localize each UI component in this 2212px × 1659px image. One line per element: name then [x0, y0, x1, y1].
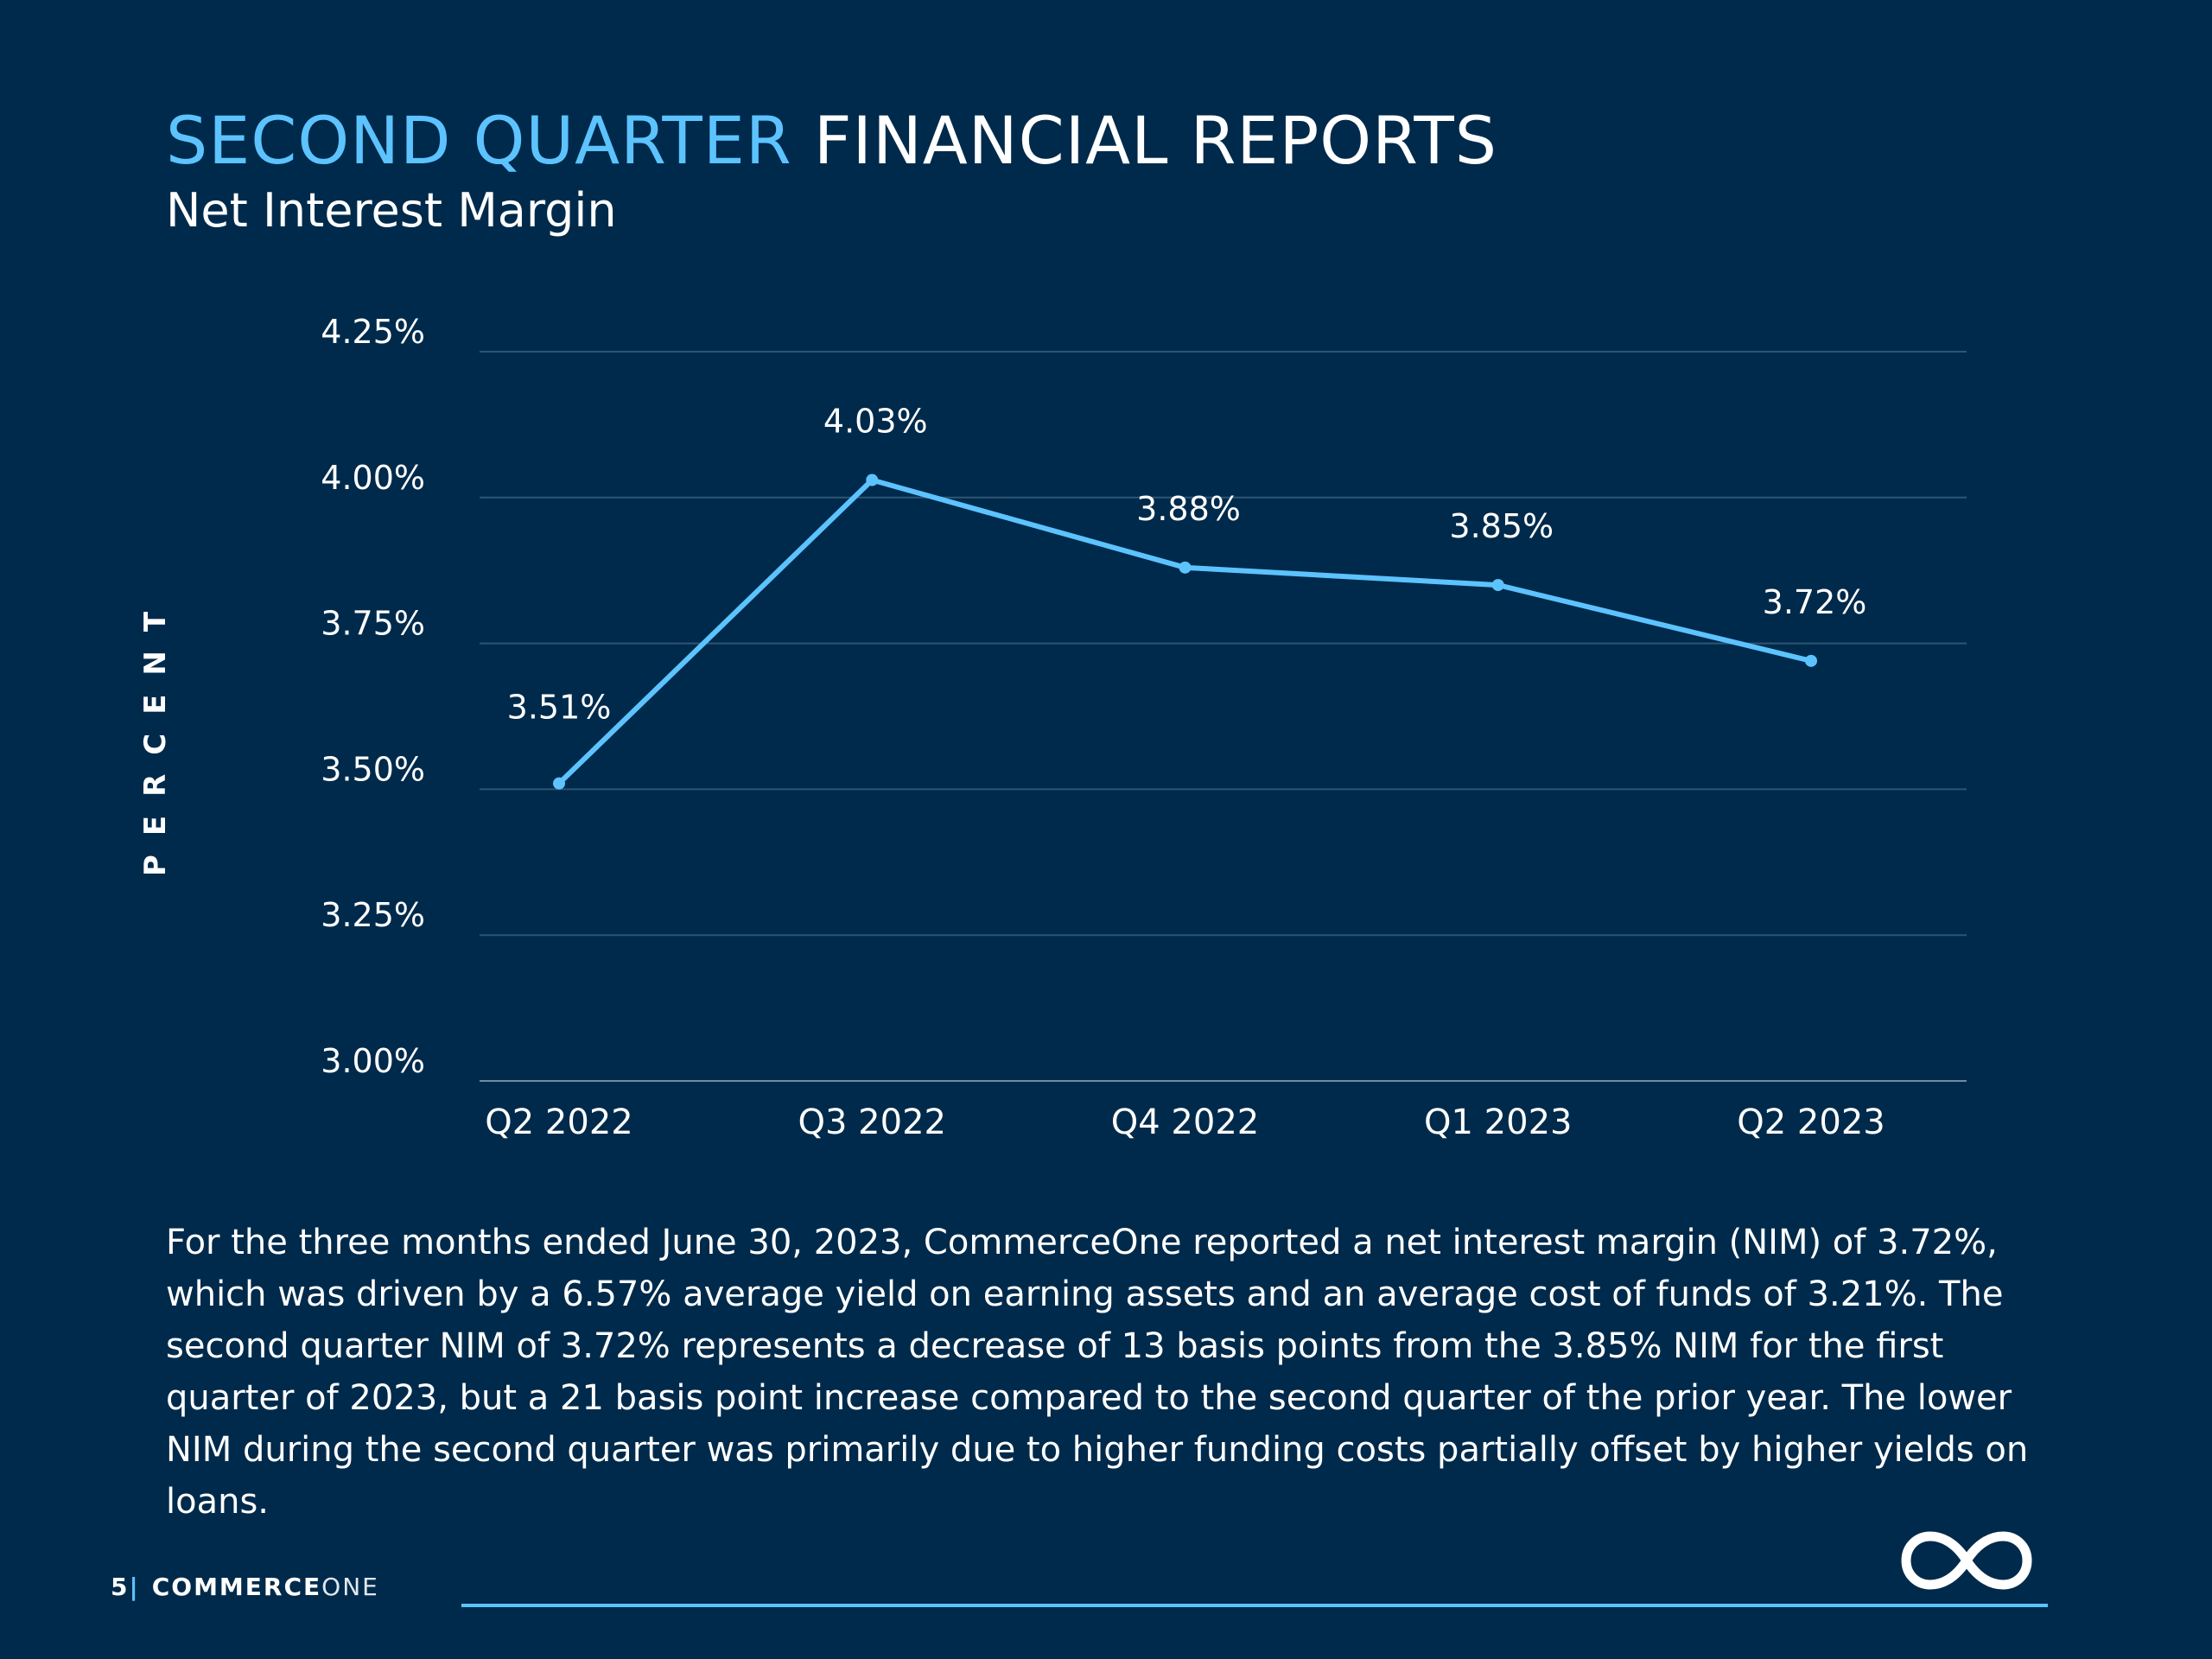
page-title: SECOND QUARTER FINANCIAL REPORTS — [166, 102, 1497, 179]
data-label: 3.72% — [1763, 583, 1867, 621]
y-tick-label: 3.25% — [321, 896, 425, 934]
y-tick-label: 4.00% — [321, 459, 425, 497]
y-tick-label: 3.00% — [321, 1042, 425, 1080]
data-point — [866, 474, 879, 486]
data-point — [1179, 561, 1192, 574]
x-tick-label: Q1 2023 — [1424, 1103, 1572, 1142]
nim-line-chart: 3.00% 3.25% 3.50% 3.75% 4.00% 4.25% Q2 2022 Q3 … — [138, 313, 1967, 1142]
footer-brand: 5| COMMERCEONE — [111, 1573, 379, 1601]
x-tick-label: Q3 2022 — [798, 1103, 946, 1142]
x-tick-label: Q4 2022 — [1111, 1103, 1259, 1142]
y-tick-label: 4.25% — [321, 313, 425, 351]
infinity-logo-svg — [1901, 1531, 2032, 1590]
brand-bold: COMMERCE — [151, 1573, 322, 1601]
page-number: 5 — [111, 1573, 130, 1601]
data-label: 4.03% — [823, 403, 928, 441]
data-label: 3.88% — [1136, 490, 1241, 528]
x-tick-label: Q2 2023 — [1737, 1103, 1885, 1142]
y-tick-label: 3.75% — [321, 605, 425, 643]
infinity-logo-icon — [1897, 1526, 2036, 1599]
data-label: 3.51% — [507, 689, 612, 727]
chart-svg: 3.00% 3.25% 3.50% 3.75% 4.00% 4.25% Q2 2022 Q3 … — [321, 313, 1967, 1142]
footer-divider — [461, 1604, 2048, 1607]
title-accent: SECOND QUARTER — [166, 102, 792, 179]
brand-light: ONE — [321, 1573, 379, 1601]
data-label: 3.85% — [1449, 507, 1554, 545]
y-axis-label: PERCENT — [138, 592, 173, 877]
y-tick-label: 3.50% — [321, 750, 425, 788]
data-point — [553, 777, 565, 790]
data-point — [1491, 579, 1504, 592]
x-tick-label: Q2 2022 — [485, 1103, 632, 1142]
summary-paragraph: For the three months ended June 30, 2023… — [166, 1223, 2029, 1522]
page-subtitle: Net Interest Margin — [166, 183, 617, 238]
title-rest: FINANCIAL REPORTS — [813, 102, 1498, 179]
footer-separator: | — [129, 1573, 140, 1601]
data-point — [1805, 654, 1817, 667]
